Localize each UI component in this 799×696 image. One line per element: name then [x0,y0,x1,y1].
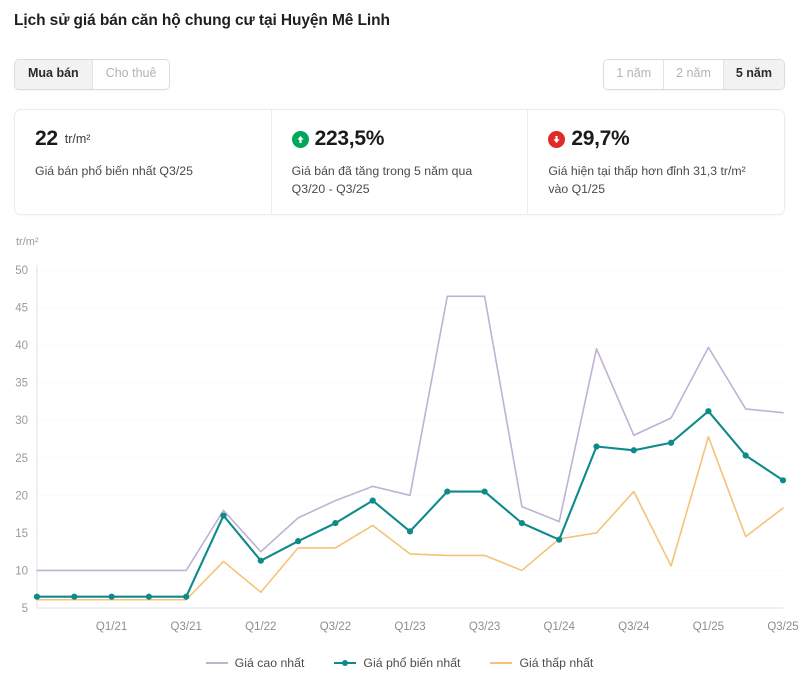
x-tick-label: Q3/24 [618,621,650,633]
series-marker-1[interactable] [332,520,339,527]
y-tick-label: 25 [15,453,28,465]
x-tick-label: Q3/23 [469,621,500,633]
series-marker-1[interactable] [183,593,190,600]
legend-item-gia-pho-bien-nhat[interactable]: Giá phổ biến nhất [334,656,460,670]
x-tick-label: Q3/22 [320,621,351,633]
y-tick-label: 40 [15,340,28,352]
stat-common-price-unit: tr/m² [64,132,91,146]
range-2-nam[interactable]: 2 năm [664,60,724,89]
series-marker-1[interactable] [406,528,414,535]
price-history-chart[interactable]: 5 10 15 20 25 30 35 40 45 50 Q1/21 Q3/21 Q1/22 Q3/22 Q… [0,255,799,645]
series-marker-1[interactable] [779,477,787,484]
series-marker-1[interactable] [295,538,302,545]
legend-label-common: Giá phổ biến nhất [363,656,461,670]
listing-type-toggle[interactable]: Mua bán Cho thuê [14,59,171,90]
y-tick-label: 30 [15,415,28,427]
series-marker-1[interactable] [705,408,712,415]
series-marker-1[interactable] [742,452,749,459]
arrow-up-circle-icon [291,130,309,148]
stat-below-peak-value-row: 29,7% [548,126,764,152]
series-marker-1[interactable] [33,593,41,600]
chart-canvas: 5 10 15 20 25 30 35 40 45 50 Q1/21 Q3/21 Q1/22 Q3/22 Q… [15,265,799,633]
legend-label-highest: Giá cao nhất [234,656,305,670]
legend-item-gia-cao-nhat[interactable]: Giá cao nhất [205,656,305,670]
y-tick-label: 5 [22,603,28,615]
y-tick-label: 20 [15,490,28,502]
legend-swatch-lowest [490,662,513,664]
series-marker-1[interactable] [369,497,376,504]
time-range-toggle[interactable]: 1 năm 2 năm 5 năm [603,59,785,90]
series-marker-1[interactable] [145,593,152,600]
x-tick-label: Q1/25 [693,621,724,633]
stat-common-price: 22 tr/m² Giá bán phổ biến nhất Q3/25 [15,110,272,214]
arrow-down-circle-icon [548,130,566,148]
chart-y-axis-unit: tr/m² [16,236,39,248]
y-tick-label: 45 [15,303,28,315]
x-tick-label: Q1/22 [245,621,276,633]
summary-stats-card: 22 tr/m² Giá bán phổ biến nhất Q3/25 223… [14,109,785,215]
series-marker-1[interactable] [444,488,451,495]
legend-swatch-highest [205,662,228,664]
stat-common-price-value: 22 [35,127,58,150]
stat-below-peak-value: 29,7% [571,127,630,150]
range-5-nam[interactable]: 5 năm [723,60,784,89]
series-marker-1[interactable] [71,593,78,600]
series-marker-1[interactable] [593,443,600,450]
series-marker-1[interactable] [108,593,115,600]
range-1-nam[interactable]: 1 năm [604,60,665,89]
toggle-cho-thue[interactable]: Cho thuê [92,60,170,89]
chart-legend: Giá cao nhất Giá phổ biến nhất Giá thấp … [0,656,799,670]
stat-common-price-description: Giá bán phổ biến nhất Q3/25 [35,164,193,178]
series-marker-1[interactable] [257,557,264,564]
stat-common-price-value-row: 22 tr/m² [35,126,251,152]
series-line-2 [36,435,784,601]
x-tick-label: Q1/21 [96,621,127,633]
series-marker-1[interactable] [630,447,637,454]
series-marker-1[interactable] [556,536,563,543]
page-title: Lịch sử giá bán căn hộ chung cư tại Huyệ… [14,12,390,29]
stat-below-peak: 29,7% Giá hiện tại thấp hơn đỉnh 31,3 tr… [528,110,784,214]
y-tick-label: 10 [15,565,28,577]
toggle-mua-ban[interactable]: Mua bán [15,60,93,89]
x-tick-label: Q1/23 [394,621,425,633]
y-tick-label: 50 [15,265,28,277]
legend-swatch-common [334,660,357,666]
legend-label-lowest: Giá thấp nhất [519,656,594,670]
x-tick-label: Q3/25 [767,621,798,633]
stat-growth-value-row: 223,5% [291,126,508,152]
series-marker-1[interactable] [481,488,488,495]
legend-item-gia-thap-nhat[interactable]: Giá thấp nhất [490,656,593,670]
x-tick-label: Q1/24 [544,621,576,633]
y-tick-label: 15 [15,528,28,540]
series-marker-1[interactable] [668,439,675,446]
stat-growth: 223,5% Giá bán đã tăng trong 5 năm qua Q… [272,110,529,214]
stat-growth-value: 223,5% [314,127,385,150]
x-tick-label: Q3/21 [171,621,202,633]
y-tick-label: 35 [15,378,28,390]
series-marker-1[interactable] [220,512,227,519]
series-line-0 [36,295,784,572]
series-line-1 [35,410,785,598]
series-marker-1[interactable] [518,520,526,527]
stat-below-peak-description: Giá hiện tại thấp hơn đỉnh 31,3 tr/m² và… [548,164,746,196]
stat-growth-description: Giá bán đã tăng trong 5 năm qua Q3/20 - … [291,164,473,196]
